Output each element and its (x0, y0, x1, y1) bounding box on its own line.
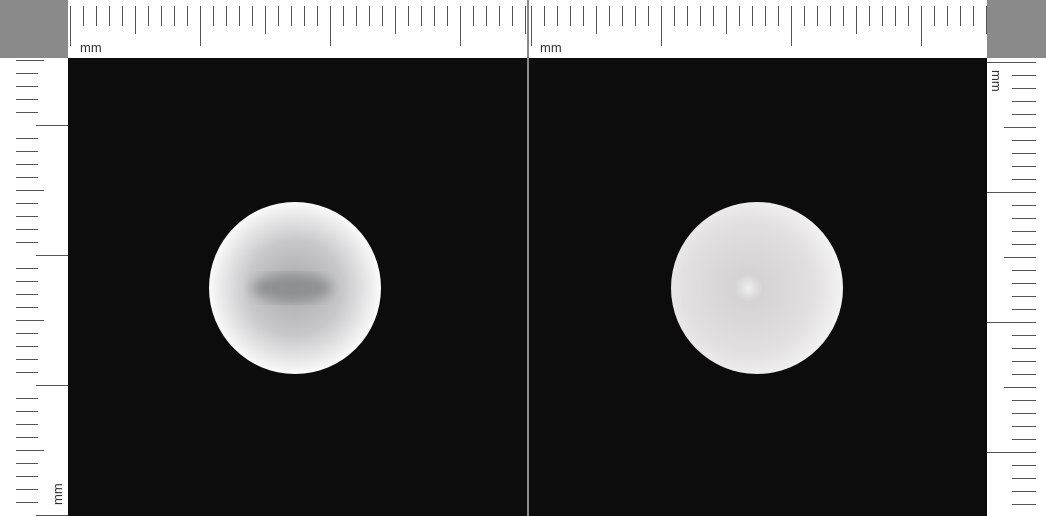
corner (987, 0, 1046, 58)
corner (0, 0, 68, 58)
unit-label: mm (50, 483, 65, 505)
ruler-ticks (16, 6, 1036, 516)
unit-label: mm (540, 40, 562, 55)
pearl-right (671, 202, 843, 374)
unit-label: mm (989, 70, 1004, 92)
unit-label: mm (80, 40, 102, 55)
blemish (252, 274, 332, 302)
divider (527, 0, 529, 516)
